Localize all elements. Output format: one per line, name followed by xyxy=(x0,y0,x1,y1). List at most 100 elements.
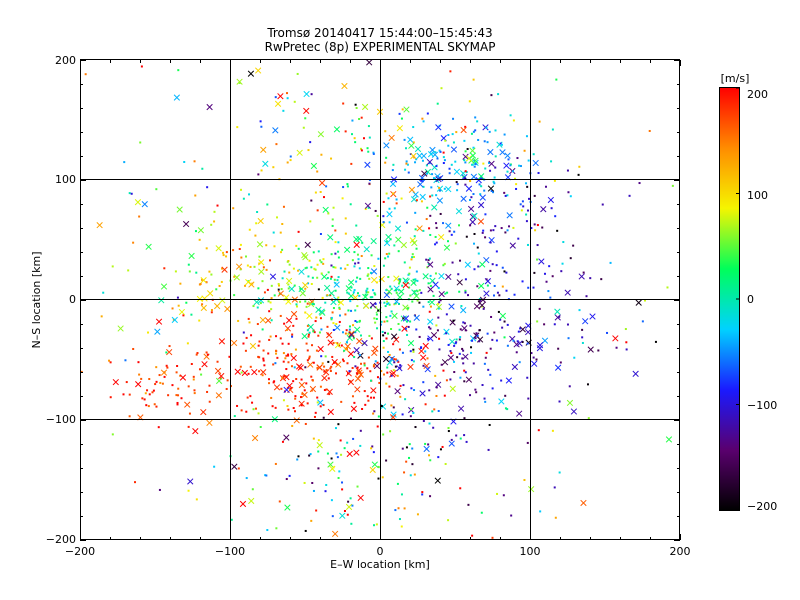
data-point-dot xyxy=(208,400,211,403)
data-point-dot xyxy=(501,285,504,288)
data-point-dot xyxy=(385,316,388,319)
data-point-dot xyxy=(526,441,529,444)
data-point-dot xyxy=(369,370,372,373)
data-point-dot xyxy=(355,106,358,109)
data-point-x-marker xyxy=(230,339,238,347)
data-point-dot xyxy=(286,161,289,164)
data-point-dot xyxy=(167,394,170,397)
data-point-x-marker xyxy=(511,363,519,371)
data-point-dot xyxy=(426,206,429,209)
data-point-dot xyxy=(398,348,401,351)
data-point-dot xyxy=(521,200,524,203)
data-point-dot xyxy=(293,284,296,287)
data-point-dot xyxy=(337,256,340,259)
data-point-dot xyxy=(359,334,362,337)
data-point-dot xyxy=(394,509,397,512)
data-point-dot xyxy=(125,381,128,384)
data-point-x-marker xyxy=(260,369,267,376)
data-point-dot xyxy=(237,319,240,322)
data-point-dot xyxy=(397,360,400,363)
data-point-dot xyxy=(275,349,278,352)
data-point-dot xyxy=(248,193,251,196)
data-point-x-marker xyxy=(321,374,328,382)
data-point-x-marker xyxy=(214,367,222,375)
data-point-dot xyxy=(194,194,197,197)
data-point-dot xyxy=(578,165,581,168)
data-point-x-marker xyxy=(356,337,363,345)
data-point-x-marker xyxy=(251,434,259,442)
data-point-dot xyxy=(414,278,417,281)
data-point-x-marker xyxy=(372,345,379,352)
data-point-x-marker xyxy=(487,185,495,192)
data-point-dot xyxy=(358,267,361,270)
data-point-dot xyxy=(368,277,371,280)
data-point-dot xyxy=(360,147,363,150)
data-point-dot xyxy=(317,334,320,337)
data-point-dot xyxy=(292,324,295,327)
data-point-dot xyxy=(330,316,333,319)
data-point-dot xyxy=(483,140,486,143)
data-point-dot xyxy=(534,229,537,232)
data-point-dot xyxy=(438,337,441,340)
data-point-x-marker xyxy=(478,173,485,180)
data-point-dot xyxy=(351,366,354,369)
data-point-dot xyxy=(406,333,409,336)
data-point-dot xyxy=(370,447,373,450)
data-point-dot xyxy=(246,396,249,399)
data-point-x-marker xyxy=(427,318,434,325)
data-point-dot xyxy=(262,349,265,352)
data-point-dot xyxy=(389,430,392,433)
data-point-x-marker xyxy=(249,342,257,350)
data-point-dot xyxy=(295,303,298,306)
data-point-dot xyxy=(330,457,333,460)
data-point-x-marker xyxy=(432,281,439,288)
data-point-dot xyxy=(306,329,309,332)
data-point-dot xyxy=(482,307,485,310)
data-point-dot xyxy=(353,265,356,268)
data-point-dot xyxy=(490,315,493,318)
data-point-dot xyxy=(306,349,309,352)
data-point-dot xyxy=(589,277,592,280)
data-point-dot xyxy=(248,228,251,231)
data-point-dot xyxy=(414,228,417,231)
data-point-dot xyxy=(477,138,480,141)
data-point-dot xyxy=(143,398,146,401)
data-point-dot xyxy=(415,199,418,202)
data-point-x-marker xyxy=(297,364,304,371)
data-point-dot xyxy=(465,171,468,174)
data-point-dot xyxy=(485,126,488,129)
data-point-dot xyxy=(270,284,273,287)
data-point-x-marker xyxy=(339,512,346,519)
data-point-dot xyxy=(473,242,476,245)
data-point-dot xyxy=(422,185,425,188)
data-point-dot xyxy=(455,338,458,341)
data-point-dot xyxy=(306,302,309,305)
data-point-dot xyxy=(322,404,325,407)
data-point-dot xyxy=(334,266,337,269)
data-point-dot xyxy=(239,243,242,246)
data-point-dot xyxy=(429,284,432,287)
x-axis-label: E–W location [km] xyxy=(330,558,430,571)
data-point-dot xyxy=(282,205,285,208)
data-point-x-marker xyxy=(570,408,578,415)
data-point-dot xyxy=(374,302,377,305)
data-point-x-marker xyxy=(307,300,315,308)
data-point-dot xyxy=(408,443,411,446)
data-point-x-marker xyxy=(449,385,456,392)
data-point-dot xyxy=(447,430,450,433)
data-point-dot xyxy=(464,371,467,374)
data-point-x-marker xyxy=(316,442,323,449)
data-point-dot xyxy=(295,378,298,381)
data-point-dot xyxy=(253,265,256,268)
data-point-dot xyxy=(581,336,584,339)
data-point-x-marker xyxy=(341,82,348,90)
data-point-dot xyxy=(671,184,674,187)
data-point-dot xyxy=(429,305,432,308)
data-point-dot xyxy=(293,410,296,413)
data-point-dot xyxy=(349,203,352,206)
data-point-dot xyxy=(537,429,540,432)
data-point-x-marker xyxy=(373,362,381,370)
data-point-dot xyxy=(536,244,539,247)
data-point-x-marker xyxy=(473,303,481,310)
data-point-dot xyxy=(489,373,492,376)
